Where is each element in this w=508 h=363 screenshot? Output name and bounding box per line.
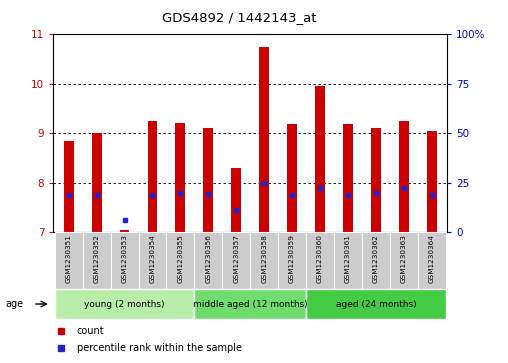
Bar <box>223 232 250 289</box>
Text: GDS4892 / 1442143_at: GDS4892 / 1442143_at <box>162 11 316 24</box>
Bar <box>306 289 446 319</box>
Text: GSM1230360: GSM1230360 <box>317 234 323 283</box>
Bar <box>427 131 436 232</box>
Bar <box>287 123 297 232</box>
Text: GSM1230351: GSM1230351 <box>66 234 72 283</box>
Bar <box>315 86 325 232</box>
Text: GSM1230363: GSM1230363 <box>401 234 407 283</box>
Bar <box>139 232 167 289</box>
Bar <box>111 232 139 289</box>
Bar <box>167 232 195 289</box>
Text: GSM1230357: GSM1230357 <box>233 234 239 283</box>
Bar <box>195 232 223 289</box>
Bar <box>55 289 195 319</box>
Text: GSM1230364: GSM1230364 <box>429 234 435 283</box>
Bar <box>334 232 362 289</box>
Bar <box>231 168 241 232</box>
Bar <box>203 129 213 232</box>
Bar <box>259 47 269 232</box>
Bar <box>83 232 111 289</box>
Text: GSM1230356: GSM1230356 <box>205 234 211 283</box>
Bar <box>371 129 380 232</box>
Bar <box>306 232 334 289</box>
Text: GSM1230354: GSM1230354 <box>149 234 155 283</box>
Bar <box>64 141 74 232</box>
Text: GSM1230361: GSM1230361 <box>345 234 351 283</box>
Bar <box>362 232 390 289</box>
Text: aged (24 months): aged (24 months) <box>335 299 416 309</box>
Text: count: count <box>77 326 105 336</box>
Text: GSM1230359: GSM1230359 <box>289 234 295 283</box>
Bar <box>148 121 157 232</box>
Text: GSM1230358: GSM1230358 <box>261 234 267 283</box>
Bar <box>195 289 306 319</box>
Text: GSM1230353: GSM1230353 <box>121 234 128 283</box>
Text: GSM1230352: GSM1230352 <box>93 234 100 283</box>
Bar <box>343 123 353 232</box>
Text: age: age <box>5 299 23 309</box>
Bar <box>175 123 185 232</box>
Bar <box>120 230 130 232</box>
Bar <box>278 232 306 289</box>
Bar <box>390 232 418 289</box>
Bar <box>92 133 102 232</box>
Text: percentile rank within the sample: percentile rank within the sample <box>77 343 242 352</box>
Text: GSM1230355: GSM1230355 <box>177 234 183 283</box>
Bar <box>399 121 408 232</box>
Bar <box>418 232 446 289</box>
Bar <box>250 232 278 289</box>
Bar <box>55 232 83 289</box>
Text: GSM1230362: GSM1230362 <box>373 234 379 283</box>
Text: middle aged (12 months): middle aged (12 months) <box>193 299 307 309</box>
Text: young (2 months): young (2 months) <box>84 299 165 309</box>
